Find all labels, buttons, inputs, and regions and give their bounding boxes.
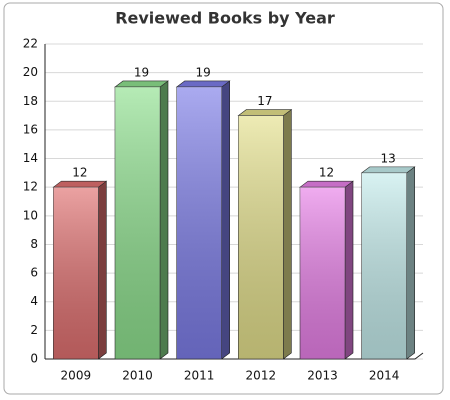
data-label: 12 bbox=[319, 166, 334, 180]
y-tick-label: 18 bbox=[23, 94, 38, 108]
bar-top bbox=[52, 180, 108, 188]
y-tick-label: 8 bbox=[30, 237, 38, 251]
x-tick-label: 2012 bbox=[246, 369, 277, 383]
data-label: 17 bbox=[257, 94, 272, 108]
y-tick-label: 20 bbox=[23, 65, 38, 79]
bar-top bbox=[299, 180, 354, 188]
chart-title: Reviewed Books by Year bbox=[115, 9, 335, 28]
bar-shade bbox=[361, 172, 407, 359]
y-tick-label: 6 bbox=[30, 266, 38, 280]
bar-shade bbox=[176, 86, 222, 360]
data-label: 19 bbox=[134, 65, 149, 79]
y-tick-label: 14 bbox=[23, 151, 38, 165]
y-tick-label: 16 bbox=[23, 122, 38, 136]
bar-side bbox=[283, 108, 292, 360]
x-tick-label: 2009 bbox=[61, 369, 92, 383]
bar-shade bbox=[238, 115, 284, 359]
bar-shade bbox=[115, 86, 160, 360]
floor bbox=[45, 352, 424, 360]
y-tick-label: 4 bbox=[30, 294, 38, 308]
bar-side bbox=[344, 180, 354, 360]
y-tick-label: 10 bbox=[23, 208, 38, 222]
y-tick-label: 12 bbox=[23, 180, 38, 194]
bar-top bbox=[175, 80, 231, 88]
y-tick-label: 22 bbox=[23, 37, 38, 51]
bar-shade bbox=[300, 187, 345, 359]
data-label: 12 bbox=[72, 166, 87, 180]
x-tick-label: 2011 bbox=[184, 369, 215, 383]
x-tick-label: 2010 bbox=[122, 369, 153, 383]
bar-top bbox=[114, 80, 169, 88]
bar-top bbox=[237, 109, 293, 116]
x-tick-label: 2013 bbox=[307, 369, 338, 383]
x-tick-label: 2014 bbox=[369, 369, 400, 383]
data-label: 13 bbox=[381, 151, 396, 165]
bar-side bbox=[159, 80, 169, 360]
bar-side bbox=[406, 166, 415, 360]
y-tick-label: 0 bbox=[30, 352, 38, 366]
bar-top bbox=[360, 166, 416, 174]
bar-side bbox=[221, 80, 230, 360]
bar-side bbox=[98, 180, 107, 360]
y-tick-label: 2 bbox=[30, 323, 38, 337]
data-label: 19 bbox=[196, 65, 211, 79]
bar-shade bbox=[53, 187, 99, 359]
